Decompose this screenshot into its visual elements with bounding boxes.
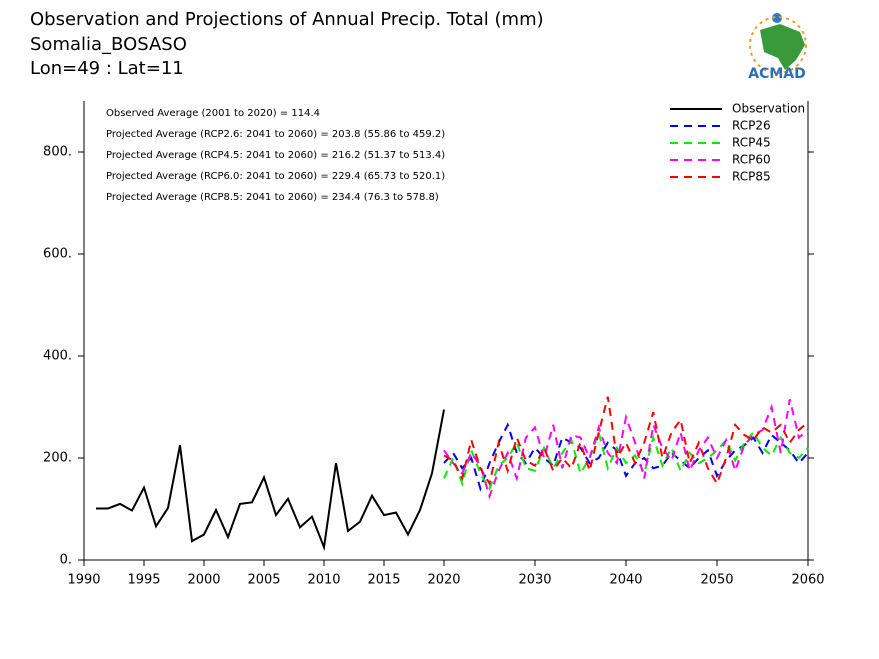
- annotation: Projected Average (RCP4.5: 2041 to 2060)…: [106, 150, 445, 161]
- location: Lon=49 : Lat=11: [30, 58, 184, 79]
- x-tick-label: 2010: [307, 573, 340, 588]
- chart-subtitle: Somalia_BOSASO: [30, 34, 187, 55]
- legend-label: RCP26: [732, 119, 771, 133]
- x-tick-label: 2060: [791, 573, 824, 588]
- logo: ACMAD: [748, 13, 807, 82]
- x-tick-label: 1990: [67, 573, 100, 588]
- x-tick-label: 1995: [127, 573, 160, 588]
- logo-drop: [772, 13, 782, 23]
- series-line: [443, 429, 809, 491]
- annotation: Projected Average (RCP8.5: 2041 to 2060)…: [106, 192, 439, 203]
- legend-label: RCP60: [732, 153, 771, 167]
- annotation: Observed Average (2001 to 2020) = 114.4: [106, 108, 320, 119]
- x-tick-label: 2040: [609, 573, 642, 588]
- y-tick-label: 800.: [43, 145, 72, 160]
- legend-label: RCP45: [732, 136, 771, 150]
- series-line: [443, 399, 809, 500]
- x-tick-label: 2030: [518, 573, 551, 588]
- legend-label: RCP85: [732, 170, 771, 184]
- series-line: [443, 422, 809, 492]
- series-line: [96, 409, 445, 552]
- x-tick-label: 2020: [427, 573, 460, 588]
- x-tick-label: 2015: [367, 573, 400, 588]
- x-tick-label: 2050: [700, 573, 733, 588]
- logo-africa: [760, 24, 805, 70]
- legend-label: Observation: [732, 102, 805, 116]
- chart-title: Observation and Projections of Annual Pr…: [30, 9, 544, 30]
- annotation: Projected Average (RCP2.6: 2041 to 2060)…: [106, 129, 445, 140]
- y-tick-label: 200.: [43, 451, 72, 466]
- logo-sun: [749, 16, 807, 74]
- logo-text: ACMAD: [748, 66, 806, 82]
- series-line: [443, 396, 809, 487]
- y-tick-label: 0.: [60, 553, 72, 568]
- x-tick-label: 2000: [187, 573, 220, 588]
- x-tick-label: 2005: [247, 573, 280, 588]
- y-tick-label: 600.: [43, 247, 72, 262]
- y-tick-label: 400.: [43, 349, 72, 364]
- annotation: Projected Average (RCP6.0: 2041 to 2060)…: [106, 171, 445, 182]
